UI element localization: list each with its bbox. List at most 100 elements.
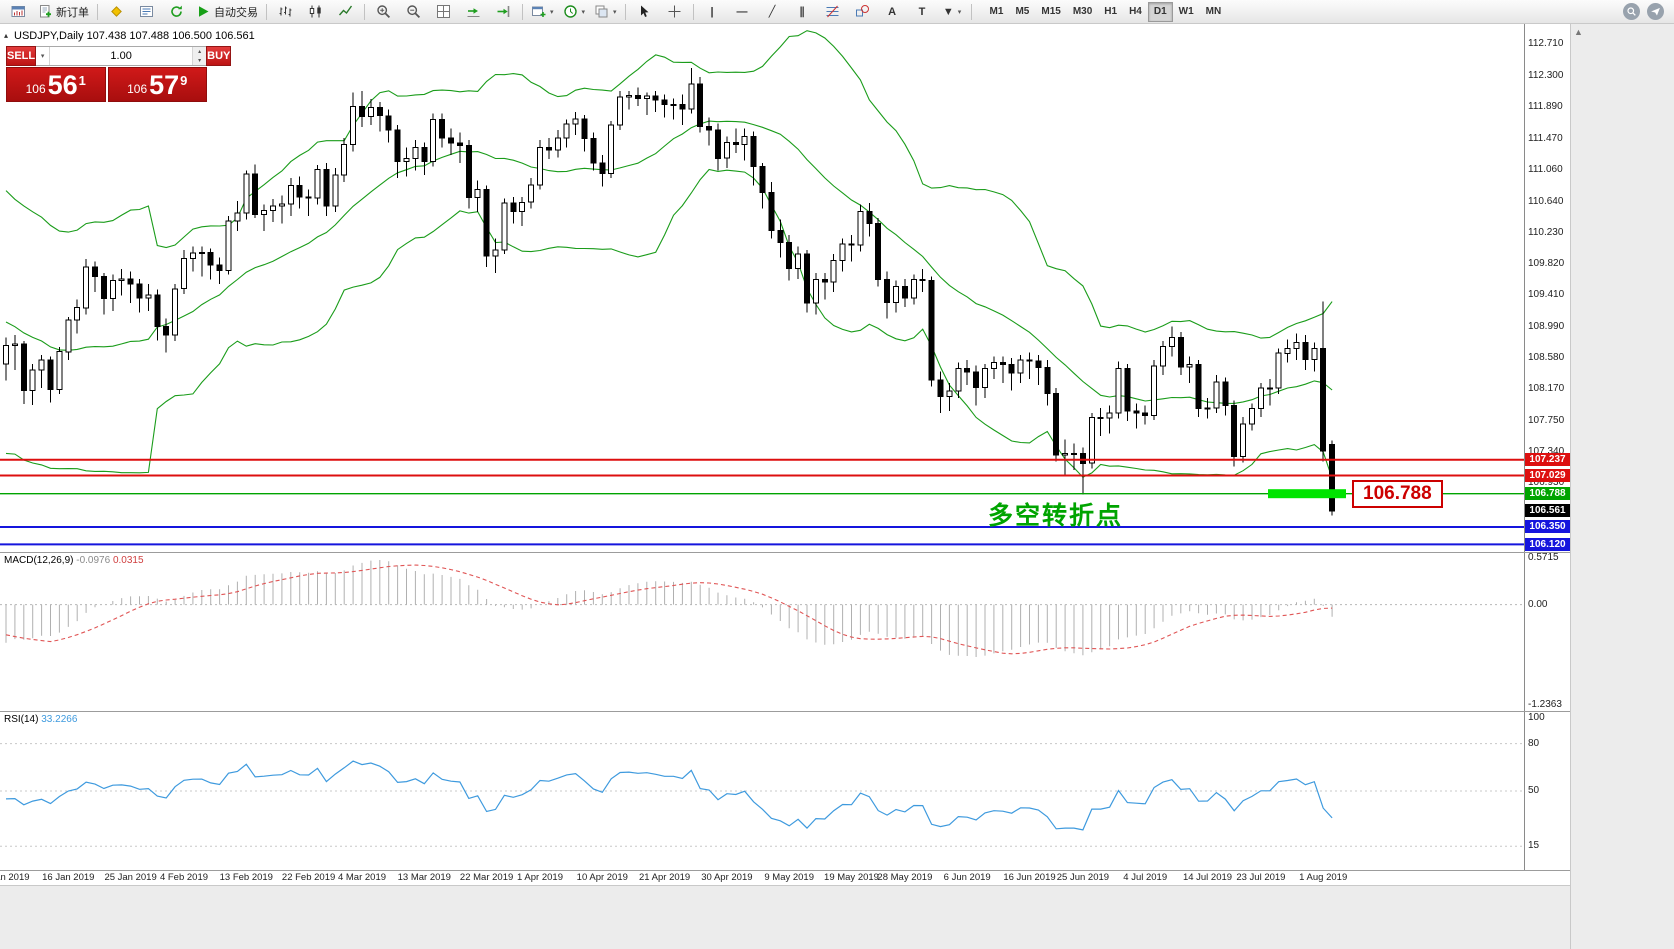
text-icon-glyph: A: [888, 5, 897, 18]
rsi-plot-svg: [0, 743, 1524, 847]
new-order-button[interactable]: 新订单: [34, 1, 93, 23]
sell-button[interactable]: SELL: [6, 46, 37, 66]
date-label: 6 Jun 2019: [943, 872, 991, 883]
price-callout[interactable]: 106.788: [1352, 479, 1443, 508]
dropdown-arrow-icon: ▾: [613, 8, 617, 16]
date-label: 13 Mar 2019: [397, 872, 451, 883]
price-tick: 107.340: [1528, 445, 1565, 457]
templates-icon[interactable]: ▾: [590, 1, 621, 23]
timeframe-w1[interactable]: W1: [1178, 6, 1194, 17]
dropdown-arrow-icon: ▾: [550, 8, 554, 16]
new-chart-icon[interactable]: ▾: [527, 1, 558, 23]
timeframe-h4[interactable]: H4: [1129, 6, 1142, 17]
search-icon[interactable]: [1623, 3, 1640, 20]
zoom-in-icon[interactable]: [369, 1, 398, 23]
timeframe-m30[interactable]: M30: [1072, 6, 1093, 17]
price-tick: 108.580: [1528, 351, 1565, 363]
pane-splitter[interactable]: [0, 711, 1570, 712]
timeframe-m5[interactable]: M5: [1015, 6, 1030, 17]
date-label: 25 Jun 2019: [1056, 872, 1110, 883]
bar-chart-icon[interactable]: [271, 1, 300, 23]
label-icon-glyph: T: [918, 5, 926, 18]
date-label: 4 Feb 2019: [159, 872, 209, 883]
refresh-icon[interactable]: [162, 1, 191, 23]
trendline-icon[interactable]: ╱: [758, 1, 787, 23]
rsi-indicator-pane[interactable]: [0, 712, 1524, 870]
chart-window: 112.710 112.300 111.890 111.470 111.060 110.6…: [0, 24, 1570, 949]
toolbar-separator: [364, 3, 365, 20]
pane-splitter[interactable]: [0, 870, 1570, 871]
vertical-line-icon[interactable]: |: [698, 1, 727, 23]
timeframe-h1[interactable]: H1: [1104, 6, 1118, 17]
price-tick: 111.060: [1528, 163, 1563, 175]
pane-splitter[interactable]: [0, 552, 1570, 553]
toolbar-separator: [522, 3, 523, 20]
macd-label: MACD(12,26,9) -0.0976 0.0315: [4, 555, 144, 566]
zoom-out-icon[interactable]: [399, 1, 428, 23]
volume-up-icon[interactable]: ▴: [193, 47, 207, 56]
macd-scale-label: 0.00: [1528, 598, 1548, 610]
sell-price-pip: 1: [78, 73, 86, 88]
text-icon[interactable]: A: [878, 1, 907, 23]
macd-signal-value: 0.0315: [112, 555, 144, 566]
cursor-icon[interactable]: [630, 1, 659, 23]
horizontal-line-icon[interactable]: —: [728, 1, 757, 23]
vertical-line-icon-glyph: |: [710, 5, 714, 18]
timeframe-m1[interactable]: M1: [989, 6, 1004, 17]
tile-windows-icon[interactable]: [429, 1, 458, 23]
rsi-value: 33.2266: [41, 714, 78, 725]
date-label: 25 Jan 2019: [104, 872, 157, 883]
price-tick: 106.930: [1528, 476, 1565, 488]
channel-icon-glyph: ∥: [799, 6, 805, 18]
volume-down-icon[interactable]: ▾: [193, 56, 207, 65]
rsi-levels: [0, 743, 1524, 847]
buy-button[interactable]: BUY: [206, 46, 232, 66]
horizontal-lines[interactable]: [0, 458, 1524, 546]
channel-icon[interactable]: ∥: [788, 1, 817, 23]
one-click-collapse-icon[interactable]: ▴: [4, 31, 9, 40]
price-tick: 110.640: [1528, 195, 1564, 207]
community-icon[interactable]: [1647, 3, 1664, 20]
dropdown-arrow-icon: ▾: [957, 8, 962, 16]
price-scale[interactable]: 112.710 112.300 111.890 111.470 111.060 110.6…: [1524, 24, 1570, 885]
sell-price-display[interactable]: 106 56 1: [6, 67, 106, 102]
bollinger-lower: [5, 168, 1333, 479]
arrows-icon[interactable]: ▼ ▾: [938, 1, 967, 23]
toolbar-separator: [266, 3, 267, 20]
price-chart-pane[interactable]: [0, 24, 1524, 552]
timeframe-m15[interactable]: M15: [1041, 6, 1061, 17]
volume-stepper: ▴ ▾: [192, 47, 207, 65]
price-line-badge: 106.120: [1525, 537, 1570, 551]
chart-shift-icon[interactable]: [489, 1, 518, 23]
arrows-icon-glyph: ▼: [942, 5, 954, 18]
shapes-icon[interactable]: [848, 1, 877, 23]
annotation-text[interactable]: 多空转折点: [988, 502, 1124, 530]
candlestick-chart-icon[interactable]: [301, 1, 330, 23]
timeframe-d1[interactable]: D1: [1147, 1, 1173, 22]
crosshair-icon[interactable]: [660, 1, 689, 23]
scroll-up-icon[interactable]: ▲: [1574, 27, 1583, 37]
date-label: 22 Mar 2019: [459, 872, 514, 883]
rsi-scale-label: 80: [1528, 737, 1540, 749]
fibonacci-icon[interactable]: [818, 1, 847, 23]
toolbar-separator: [970, 3, 972, 20]
metaeditor-icon[interactable]: [102, 1, 131, 23]
price-tick: 112.300: [1528, 69, 1564, 81]
market-watch-icon[interactable]: [132, 1, 161, 23]
toolbar-separator: [692, 3, 694, 20]
volume-input[interactable]: [50, 47, 193, 65]
price-tick: 112.710: [1528, 38, 1564, 50]
label-icon[interactable]: T: [908, 1, 937, 23]
date-label: 4 Mar 2019: [337, 872, 387, 883]
macd-indicator-pane[interactable]: [0, 553, 1524, 711]
timeframe-mn[interactable]: MN: [1205, 6, 1222, 17]
auto-scroll-icon[interactable]: [459, 1, 488, 23]
autotrading-button[interactable]: 自动交易: [192, 1, 262, 23]
volume-dropdown-icon[interactable]: ▾: [36, 47, 51, 65]
buy-price-display[interactable]: 106 57 9: [107, 67, 207, 102]
app-icon[interactable]: [4, 1, 33, 23]
highlight-segment[interactable]: [1268, 489, 1346, 499]
periods-icon[interactable]: ▾: [559, 1, 590, 23]
line-chart-icon[interactable]: [331, 1, 360, 23]
